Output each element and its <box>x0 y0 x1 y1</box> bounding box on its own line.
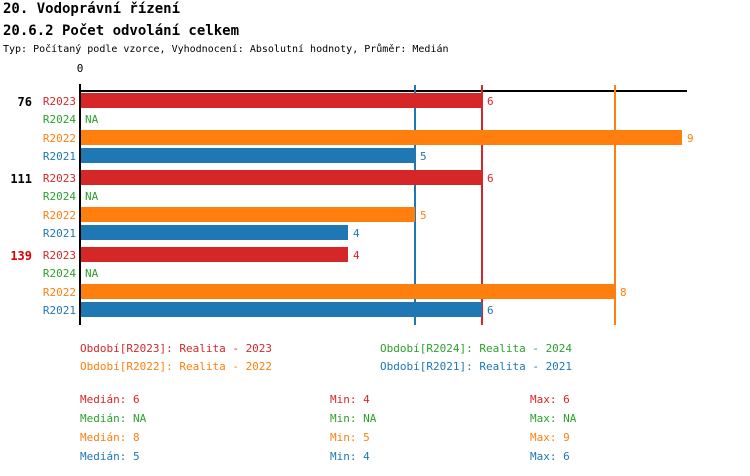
bar-R2023 <box>81 247 348 262</box>
legend-item: Období[R2023]: Realita - 2023 <box>80 342 273 355</box>
row-label-R2021: R2021 <box>42 150 76 163</box>
group-label: 139 <box>10 249 32 263</box>
bar-R2023 <box>81 93 482 108</box>
median-line-R2021 <box>414 85 416 325</box>
bar-value-label: 4 <box>353 249 360 262</box>
stat-min: Min: 4 <box>330 393 370 406</box>
stat-min: Min: 5 <box>330 431 370 444</box>
stat-max: Max: 6 <box>530 393 570 406</box>
na-label-R2024: NA <box>85 267 99 280</box>
na-label-R2024: NA <box>85 190 99 203</box>
na-label-R2024: NA <box>85 113 99 126</box>
stat-max: Max: 9 <box>530 431 570 444</box>
median-line-R2022 <box>614 85 616 325</box>
row-label-R2024: R2024 <box>42 113 76 126</box>
bar-R2021 <box>81 302 482 317</box>
row-label-R2024: R2024 <box>42 267 76 280</box>
legend-item: Období[R2021]: Realita - 2021 <box>380 360 573 373</box>
stat-median: Medián: NA <box>80 412 147 425</box>
stat-min: Min: 4 <box>330 450 370 463</box>
bar-value-label: 6 <box>487 172 494 185</box>
bar-value-label: 6 <box>487 304 494 317</box>
stat-median: Medián: 6 <box>80 393 140 406</box>
bar-R2021 <box>81 225 348 240</box>
bar-R2023 <box>81 170 482 185</box>
axis-zero-label: 0 <box>76 62 84 75</box>
bar-R2022 <box>81 284 615 299</box>
report-meta-line: Typ: Počítaný podle vzorce, Vyhodnocení:… <box>3 44 449 55</box>
bar-R2021 <box>81 148 415 163</box>
bar-value-label: 9 <box>687 132 694 145</box>
axis-top-line <box>80 90 687 92</box>
bar-value-label: 5 <box>420 209 427 222</box>
row-label-R2023: R2023 <box>42 249 76 262</box>
row-label-R2023: R2023 <box>42 95 76 108</box>
row-label-R2022: R2022 <box>42 132 76 145</box>
row-label-R2022: R2022 <box>42 286 76 299</box>
row-label-R2023: R2023 <box>42 172 76 185</box>
stat-min: Min: NA <box>330 412 377 425</box>
report-title: 20. Vodoprávní řízení <box>3 1 181 17</box>
bar-value-label: 4 <box>353 227 360 240</box>
row-label-R2022: R2022 <box>42 209 76 222</box>
row-label-R2024: R2024 <box>42 190 76 203</box>
stat-median: Medián: 5 <box>80 450 140 463</box>
group-label: 76 <box>17 95 32 109</box>
bar-value-label: 5 <box>420 150 427 163</box>
group-label: 111 <box>10 172 32 186</box>
bar-value-label: 8 <box>620 286 627 299</box>
bar-value-label: 6 <box>487 95 494 108</box>
report-subtitle: 20.6.2 Počet odvolání celkem <box>3 23 240 39</box>
legend-item: Období[R2022]: Realita - 2022 <box>80 360 273 373</box>
stat-median: Medián: 8 <box>80 431 140 444</box>
stat-max: Max: NA <box>530 412 577 425</box>
axis-left-line <box>79 84 81 325</box>
row-label-R2021: R2021 <box>42 227 76 240</box>
median-line-R2023 <box>481 85 483 325</box>
row-label-R2021: R2021 <box>42 304 76 317</box>
bar-R2022 <box>81 130 682 145</box>
bar-R2022 <box>81 207 415 222</box>
stat-max: Max: 6 <box>530 450 570 463</box>
legend-item: Období[R2024]: Realita - 2024 <box>380 342 573 355</box>
